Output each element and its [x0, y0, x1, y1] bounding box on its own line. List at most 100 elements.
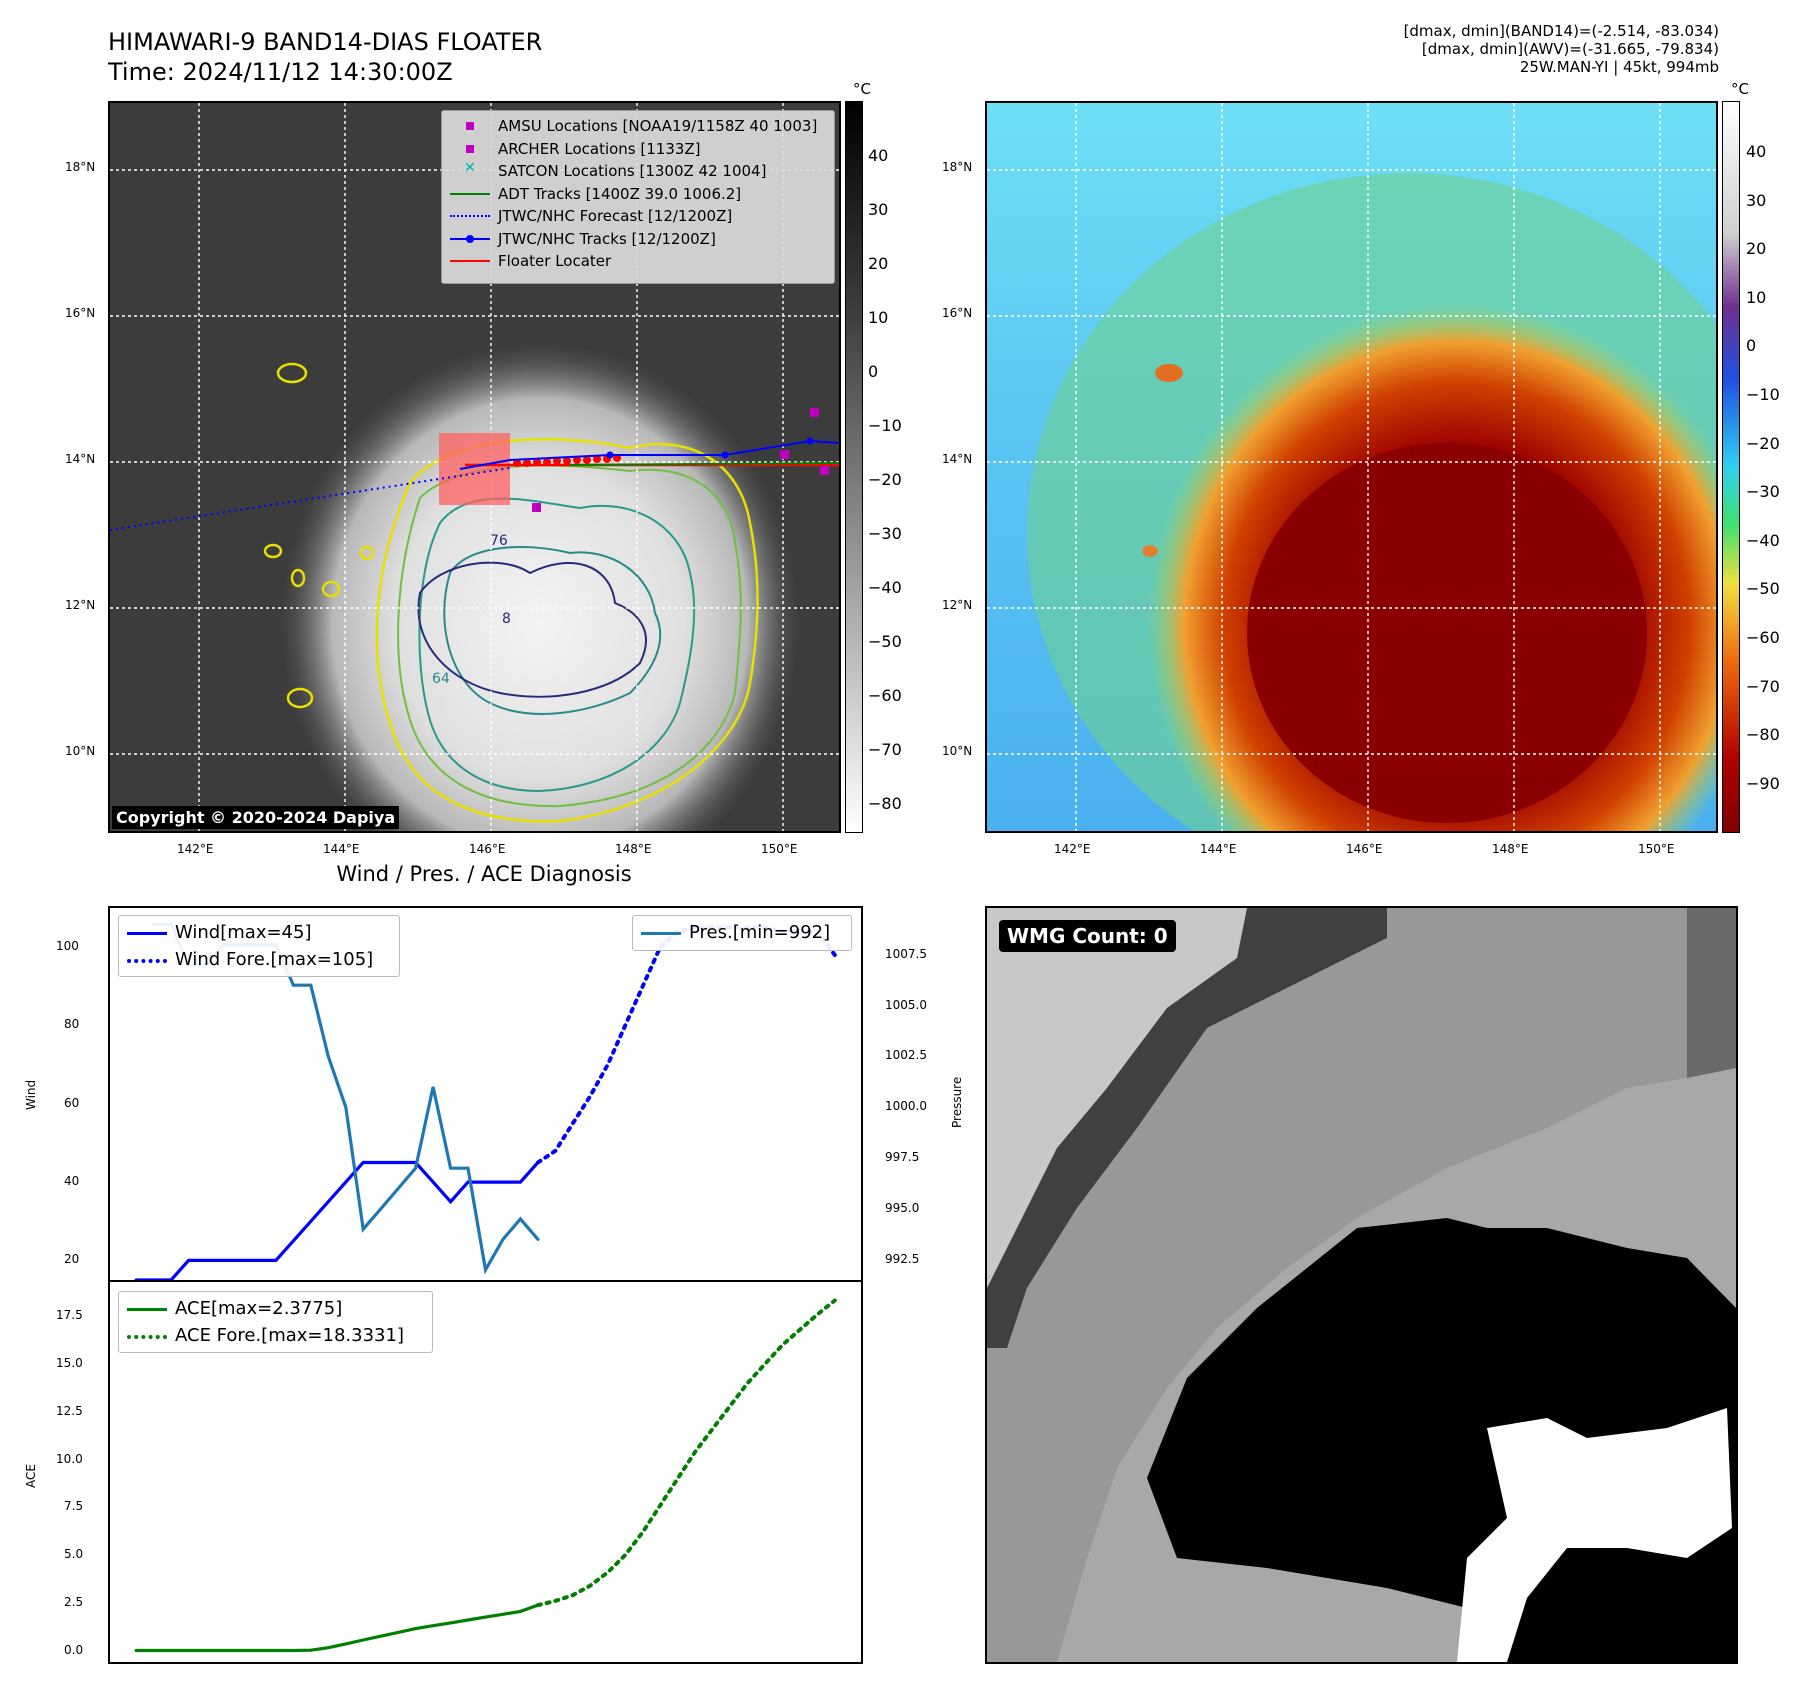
line-marker-icon: [450, 254, 490, 268]
wind-tick: 20: [64, 1252, 80, 1267]
wmg-region-dark: [987, 908, 1387, 1348]
colorbar-tick: −40: [868, 578, 902, 597]
lon-tick: 146°E: [1346, 842, 1383, 856]
colorbar-tick: −20: [868, 470, 902, 489]
legend-label: ACE Fore.[max=18.3331]: [175, 1325, 404, 1346]
pressure-tick: 1005.0: [885, 997, 927, 1012]
ace-tick: 0.0: [64, 1642, 84, 1657]
colorbar-tick: −40: [1746, 530, 1780, 550]
chart-time: Time: 2024/11/12 14:30:00Z: [108, 58, 453, 86]
pressure-tick: 997.5: [885, 1150, 920, 1165]
line-marker-icon: [450, 187, 490, 201]
pressure-tick: 1007.5: [885, 946, 927, 961]
ace-tick: 15.0: [56, 1356, 83, 1371]
adt-track: [569, 462, 839, 466]
ace-axis-label: ACE: [24, 1464, 38, 1488]
wind-tick: 40: [64, 1174, 80, 1189]
colorbar-gray-unit: °C: [853, 80, 871, 98]
band14-range: [dmax, dmin](BAND14)=(-2.514, -83.034): [1403, 22, 1719, 40]
jtwc-track: [459, 439, 839, 470]
legend-label: Floater Locater: [498, 252, 612, 271]
legend-label: ARCHER Locations [1133Z]: [498, 139, 701, 158]
colorbar-tick: 30: [1746, 190, 1767, 210]
amsu-archer-markers: [532, 408, 829, 512]
colorbar-tick: 10: [1746, 287, 1767, 307]
contour-navy: [417, 561, 647, 698]
solid-line-icon: [641, 926, 681, 940]
legend-item-floater: Floater Locater: [450, 250, 826, 273]
wind-axis-label: Wind: [24, 1079, 38, 1110]
colorbar-gray: [845, 101, 863, 833]
colorbar-tick: −10: [1746, 385, 1780, 404]
legend-item-amsu: AMSU Locations [NOAA19/1158Z 40 1003]: [450, 115, 826, 138]
colorbar-color-unit: °C: [1731, 80, 1749, 98]
colorbar-tick: 40: [868, 146, 889, 165]
awv-range: [dmax, dmin](AWV)=(-31.665, -79.834): [1421, 40, 1719, 58]
colorbar-tick: −80: [1746, 725, 1780, 745]
header-stats: [dmax, dmin](BAND14)=(-2.514, -83.034) […: [1404, 22, 1719, 76]
contour-green: [397, 464, 742, 808]
square-marker-icon: [450, 119, 490, 133]
lat-tick: 14°N: [65, 452, 96, 466]
colorbar-tick: −20: [1746, 433, 1780, 453]
colorbar-tick: −90: [1746, 773, 1780, 793]
ace-series-line-1: [535, 1298, 837, 1608]
lon-tick: 150°E: [1638, 842, 1675, 856]
dotted-line-icon: [127, 953, 167, 967]
legend-item-jtwc-forecast: JTWC/NHC Forecast [12/1200Z]: [450, 205, 826, 228]
ace-series-line-0: [134, 1603, 540, 1653]
pressure-axis-label: Pressure: [950, 1076, 964, 1128]
ace-tick: 5.0: [64, 1547, 84, 1562]
wmg-cold-core: [1147, 1218, 1736, 1662]
lat-tick: 10°N: [942, 744, 973, 758]
lat-tick: 18°N: [65, 160, 96, 174]
legend-label: JTWC/NHC Tracks [12/1200Z]: [498, 229, 716, 248]
ir-color-map: [985, 101, 1718, 833]
wmg-region-light: [987, 908, 1247, 1288]
legend-item-adt: ADT Tracks [1400Z 39.0 1006.2]: [450, 183, 826, 206]
contour-yellow: [375, 438, 759, 823]
ace-tick: 10.0: [56, 1451, 83, 1466]
cloud-cell: [1155, 364, 1183, 382]
cold-core: [1247, 443, 1647, 823]
ace-tick: 17.5: [56, 1308, 83, 1323]
legend-label: Wind[max=45]: [175, 922, 312, 943]
cloud-cell: [321, 580, 341, 598]
x-marker-icon: ✕: [464, 160, 476, 177]
legend-item-jtwc-tracks: JTWC/NHC Tracks [12/1200Z]: [450, 228, 826, 251]
legend-wind-fore: Wind Fore.[max=105]: [127, 946, 391, 973]
legend-label: AMSU Locations [NOAA19/1158Z 40 1003]: [498, 117, 818, 136]
cloud-cell: [1142, 545, 1158, 557]
pressure-tick: 992.5: [885, 1251, 920, 1266]
wmg-region-mid-dark: [1687, 908, 1736, 1078]
lat-tick: 14°N: [942, 452, 973, 466]
ace-tick: 7.5: [64, 1499, 84, 1514]
colorbar-tick: −70: [868, 740, 902, 759]
floater-box: [439, 433, 510, 505]
cloud-cell: [276, 362, 308, 384]
contour-inner-teal: [443, 546, 662, 715]
colorbar-tick: −50: [1746, 579, 1780, 599]
colorbar-tick: −60: [1746, 628, 1780, 647]
contour-teal: [418, 497, 696, 793]
pressure-tick: 1000.0: [885, 1099, 927, 1114]
cloud-cell: [286, 687, 314, 709]
lon-tick: 148°E: [1492, 842, 1529, 856]
wind-pressure-panel: Wind[max=45] Wind Fore.[max=105] Pres.[m…: [108, 906, 863, 1282]
forecast-track: [110, 467, 511, 531]
lon-tick: 142°E: [1054, 842, 1091, 856]
lon-tick: 148°E: [615, 842, 652, 856]
wmg-warm-spot: [1457, 1408, 1732, 1662]
lon-tick: 144°E: [323, 842, 360, 856]
legend-label: JTWC/NHC Forecast [12/1200Z]: [498, 207, 733, 226]
legend-ace-fore: ACE Fore.[max=18.3331]: [127, 1322, 424, 1349]
ace-tick: 12.5: [56, 1403, 83, 1418]
colorbar-tick: −30: [868, 524, 902, 543]
wind-tick: 100: [56, 939, 79, 954]
storm-info: 25W.MAN-YI | 45kt, 994mb: [1519, 58, 1719, 76]
pressure-tick: 995.0: [885, 1200, 920, 1215]
cloud-cell: [359, 545, 375, 561]
lat-tick: 16°N: [942, 306, 973, 320]
lon-tick: 144°E: [1200, 842, 1237, 856]
jtwc-points: [606, 437, 814, 459]
